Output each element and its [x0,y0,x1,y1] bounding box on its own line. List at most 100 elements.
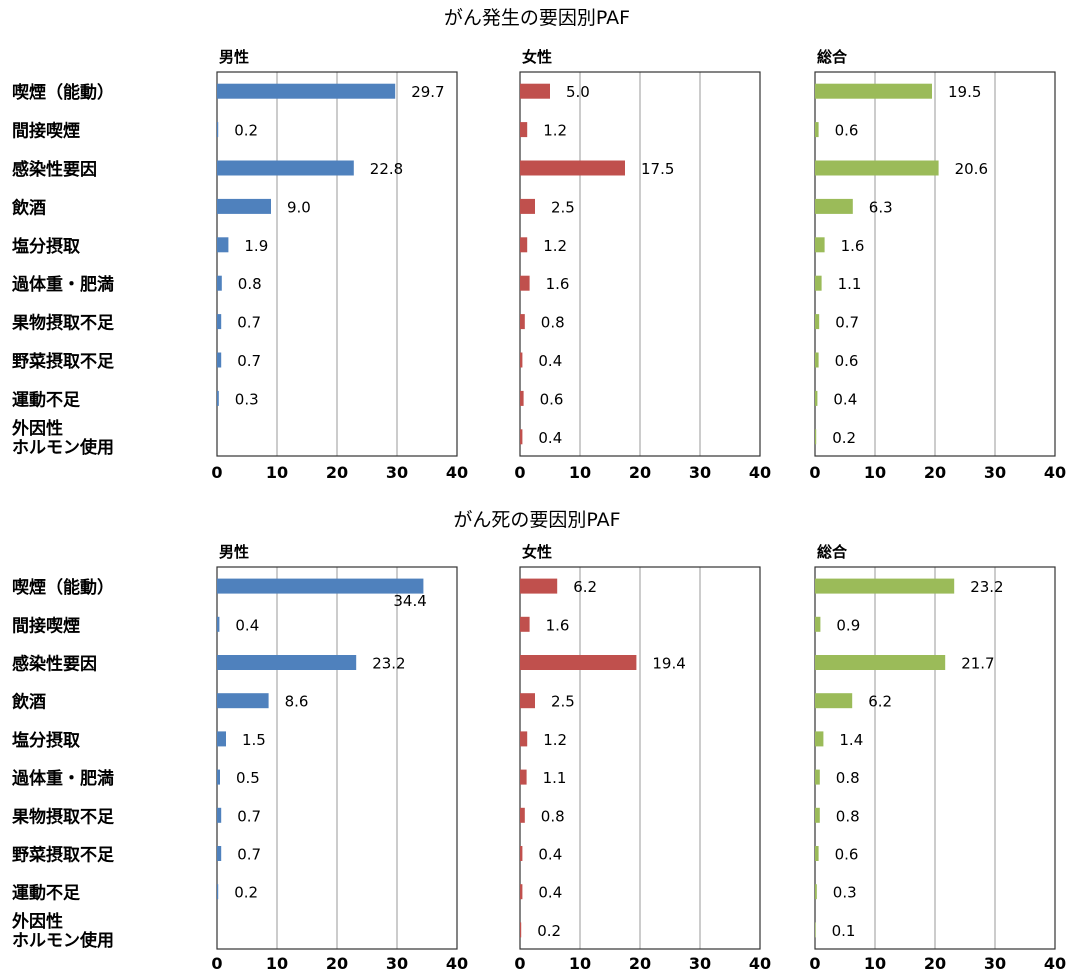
series-label: 女性 [522,48,552,66]
data-label: 0.4 [538,884,562,902]
bar [815,693,853,709]
data-label: 0.7 [237,807,261,825]
bar [520,352,523,368]
bar [217,83,396,99]
data-label: 1.1 [543,769,567,787]
bar [520,122,528,138]
category-label: 喫煙（能動） [12,82,114,103]
category-label: 喫煙（能動） [12,577,114,598]
bar [815,275,822,291]
bar [815,884,817,900]
data-label: 19.4 [652,655,685,673]
bar [520,198,535,214]
bar [217,160,354,176]
data-label: 1.2 [543,731,567,749]
data-label: 0.9 [836,616,860,634]
tick-label: 40 [446,463,468,482]
data-label: 0.8 [836,807,860,825]
panel-total: 総合 23.2 0.9 21.7 6.2 1.4 0.8 0.8 0.6 0.3 0.1 0 10 20 3… [809,543,1066,971]
category-label: 運動不足 [12,389,80,410]
bar [520,616,530,632]
data-label: 0.1 [832,922,856,940]
series-label: 男性 [219,48,249,66]
data-label: 0.4 [833,390,857,408]
data-label: 0.7 [237,846,261,864]
data-label: 0.7 [835,314,859,332]
data-label: 29.7 [411,83,444,101]
tick-label: 10 [569,463,591,482]
plot-frame [814,566,1056,950]
bar [217,390,219,406]
bar [520,846,523,861]
bar [520,884,523,900]
data-label: 0.6 [835,122,859,140]
data-label: 1.6 [841,237,865,255]
tick-label: 0 [211,954,222,971]
plot-frame [519,71,761,457]
tick-label: 10 [864,463,886,482]
tick-label: 20 [629,954,651,971]
bar [217,769,220,785]
category-label: 飲酒 [11,197,46,218]
panel-male: 男性 34.4 0.4 23.2 8.6 1.5 0.5 0.7 0.7 0.2 0 10 20 30 40 [211,543,468,971]
category-label: 野菜摂取不足 [12,351,114,372]
data-label: 23.2 [372,655,405,673]
tick-label: 0 [809,463,820,482]
tick-label: 0 [211,463,222,482]
bar [520,390,524,406]
bar [520,314,525,330]
tick-label: 40 [1044,954,1066,971]
data-label: 0.6 [540,390,564,408]
bar [217,655,357,670]
bar [217,122,219,138]
bar [217,846,222,861]
series-label: 総合 [817,543,848,561]
data-label: 0.2 [234,884,258,902]
chart-mortality: がん死の要因別PAF 喫煙（能動） 間接喫煙感染性要因飲酒塩分摂取過体重・肥満果物摂… [11,509,1066,971]
bar [815,314,820,330]
bar [815,390,818,406]
data-label: 0.2 [832,429,856,447]
data-label: 6.2 [868,693,892,711]
bar [520,807,525,823]
data-label: 0.5 [236,769,260,787]
bar [815,198,853,214]
tick-label: 40 [1044,463,1066,482]
data-label: 34.4 [393,592,426,610]
bar [217,198,271,214]
category-label: 果物摂取不足 [12,313,114,334]
data-label: 5.0 [566,83,590,101]
bar [815,807,820,823]
bar [520,922,522,938]
data-label: 2.5 [551,198,575,216]
tick-label: 0 [514,463,525,482]
bar [815,616,821,632]
bar [815,769,820,785]
tick-label: 10 [864,954,886,971]
category-label: 間接喫煙 [12,615,80,636]
bar [217,807,222,823]
data-label: 21.7 [961,655,994,673]
category-label: 野菜摂取不足 [12,845,114,866]
data-label: 1.5 [242,731,266,749]
tick-label: 40 [749,954,771,971]
tick-label: 10 [569,954,591,971]
tick-label: 30 [984,463,1006,482]
data-label: 1.2 [543,122,567,140]
chart-incidence: がん発生の要因別PAF 喫煙（能動） 間接喫煙感染性要因飲酒塩分摂取過体重・肥満果物… [11,7,1066,482]
data-label: 0.8 [541,314,565,332]
tick-label: 20 [326,954,348,971]
bar [217,884,219,900]
tick-label: 30 [689,463,711,482]
panel-male: 男性 29.7 0.2 22.8 9.0 1.9 0.8 0.7 0.7 0.3 0 10 20 30 40 [211,48,468,482]
tick-label: 30 [984,954,1006,971]
bar [217,616,220,632]
data-label: 19.5 [948,83,981,101]
category-label: 運動不足 [12,883,80,904]
panel-female: 女性 6.2 1.6 19.4 2.5 1.2 1.1 0.8 0.4 0.4 0.2 0 10 20 30… [514,543,771,971]
data-label: 20.6 [955,160,988,178]
tick-label: 30 [386,463,408,482]
bar [520,578,558,594]
data-label: 17.5 [641,160,674,178]
